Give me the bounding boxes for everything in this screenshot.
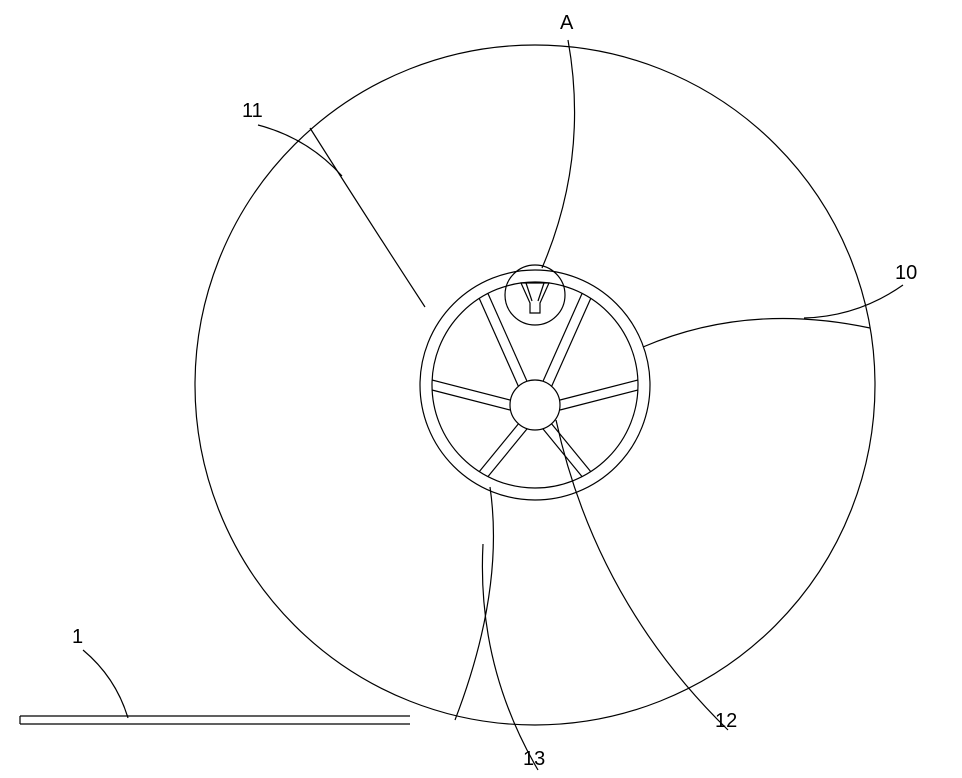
label-10: 10 xyxy=(895,262,917,285)
label-A: A xyxy=(560,12,573,35)
label-11: 11 xyxy=(242,100,263,123)
label-1: 1 xyxy=(72,626,83,649)
technical-diagram xyxy=(0,0,962,778)
label-12: 12 xyxy=(715,710,737,733)
label-13: 13 xyxy=(523,748,545,771)
